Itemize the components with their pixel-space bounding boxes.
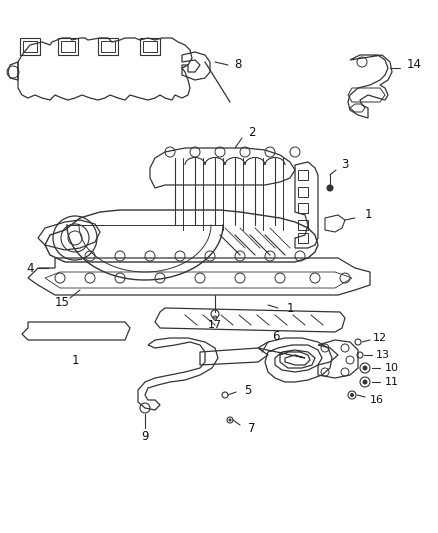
Text: 1: 1 xyxy=(71,353,79,367)
Circle shape xyxy=(229,419,231,421)
Circle shape xyxy=(363,380,367,384)
Text: 16: 16 xyxy=(370,395,384,405)
Text: 4: 4 xyxy=(26,262,34,274)
Text: 6: 6 xyxy=(272,329,280,343)
Text: 9: 9 xyxy=(141,430,149,442)
Text: 1: 1 xyxy=(364,208,372,222)
Text: 10: 10 xyxy=(385,363,399,373)
Text: 2: 2 xyxy=(248,125,256,139)
Text: 15: 15 xyxy=(55,295,70,309)
Text: 5: 5 xyxy=(244,384,252,397)
Circle shape xyxy=(363,366,367,370)
Text: 7: 7 xyxy=(248,422,256,434)
Circle shape xyxy=(327,185,333,191)
Text: 8: 8 xyxy=(234,59,242,71)
Text: 13: 13 xyxy=(376,350,390,360)
Text: 17: 17 xyxy=(208,320,222,330)
Text: 1: 1 xyxy=(286,302,294,314)
Text: 12: 12 xyxy=(373,333,387,343)
Text: 3: 3 xyxy=(341,158,349,172)
Text: 11: 11 xyxy=(385,377,399,387)
Text: 14: 14 xyxy=(406,59,421,71)
Circle shape xyxy=(350,393,353,397)
